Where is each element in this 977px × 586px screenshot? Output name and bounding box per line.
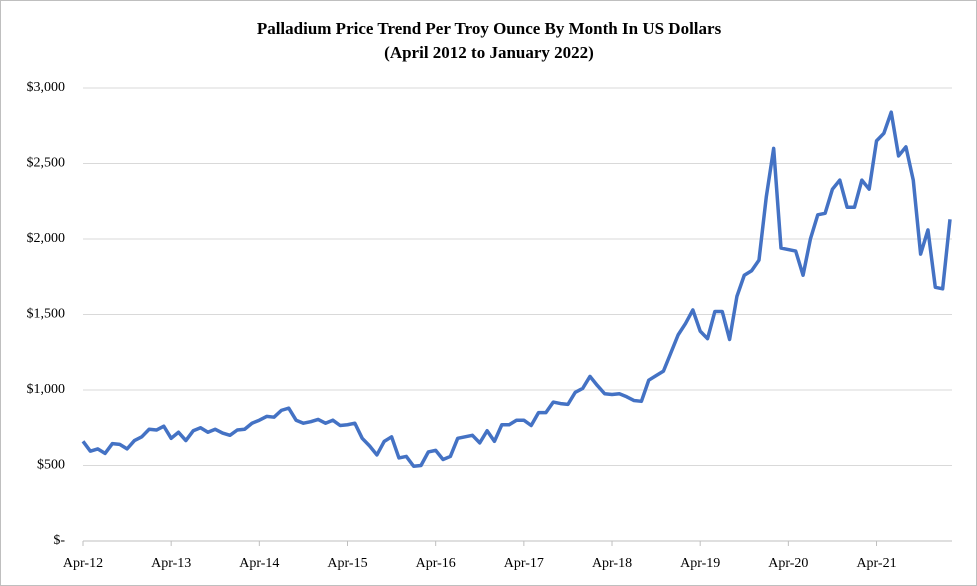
- y-tick-label: $1,000: [27, 382, 66, 397]
- x-tick-label: Apr-14: [239, 556, 279, 571]
- x-tick-label: Apr-12: [63, 556, 103, 571]
- y-tick-label: $2,500: [27, 156, 66, 171]
- y-tick-label: $-: [53, 533, 65, 548]
- chart-title: Palladium Price Trend Per Troy Ounce By …: [257, 19, 722, 38]
- x-tick-label: Apr-19: [680, 556, 720, 571]
- y-tick-label: $1,500: [27, 307, 66, 322]
- x-tick-label: Apr-15: [327, 556, 367, 571]
- y-tick-label: $500: [37, 458, 65, 473]
- chart-subtitle: (April 2012 to January 2022): [384, 43, 594, 62]
- x-tick-label: Apr-13: [151, 556, 191, 571]
- x-tick-label: Apr-21: [856, 556, 896, 571]
- price-line: [81, 110, 952, 468]
- y-tick-label: $2,000: [27, 231, 66, 246]
- x-tick-label: Apr-17: [504, 556, 544, 571]
- x-tick-label: Apr-18: [592, 556, 632, 571]
- y-tick-label: $3,000: [27, 80, 66, 95]
- x-tick-label: Apr-20: [768, 556, 808, 571]
- x-tick-label: Apr-16: [416, 556, 456, 571]
